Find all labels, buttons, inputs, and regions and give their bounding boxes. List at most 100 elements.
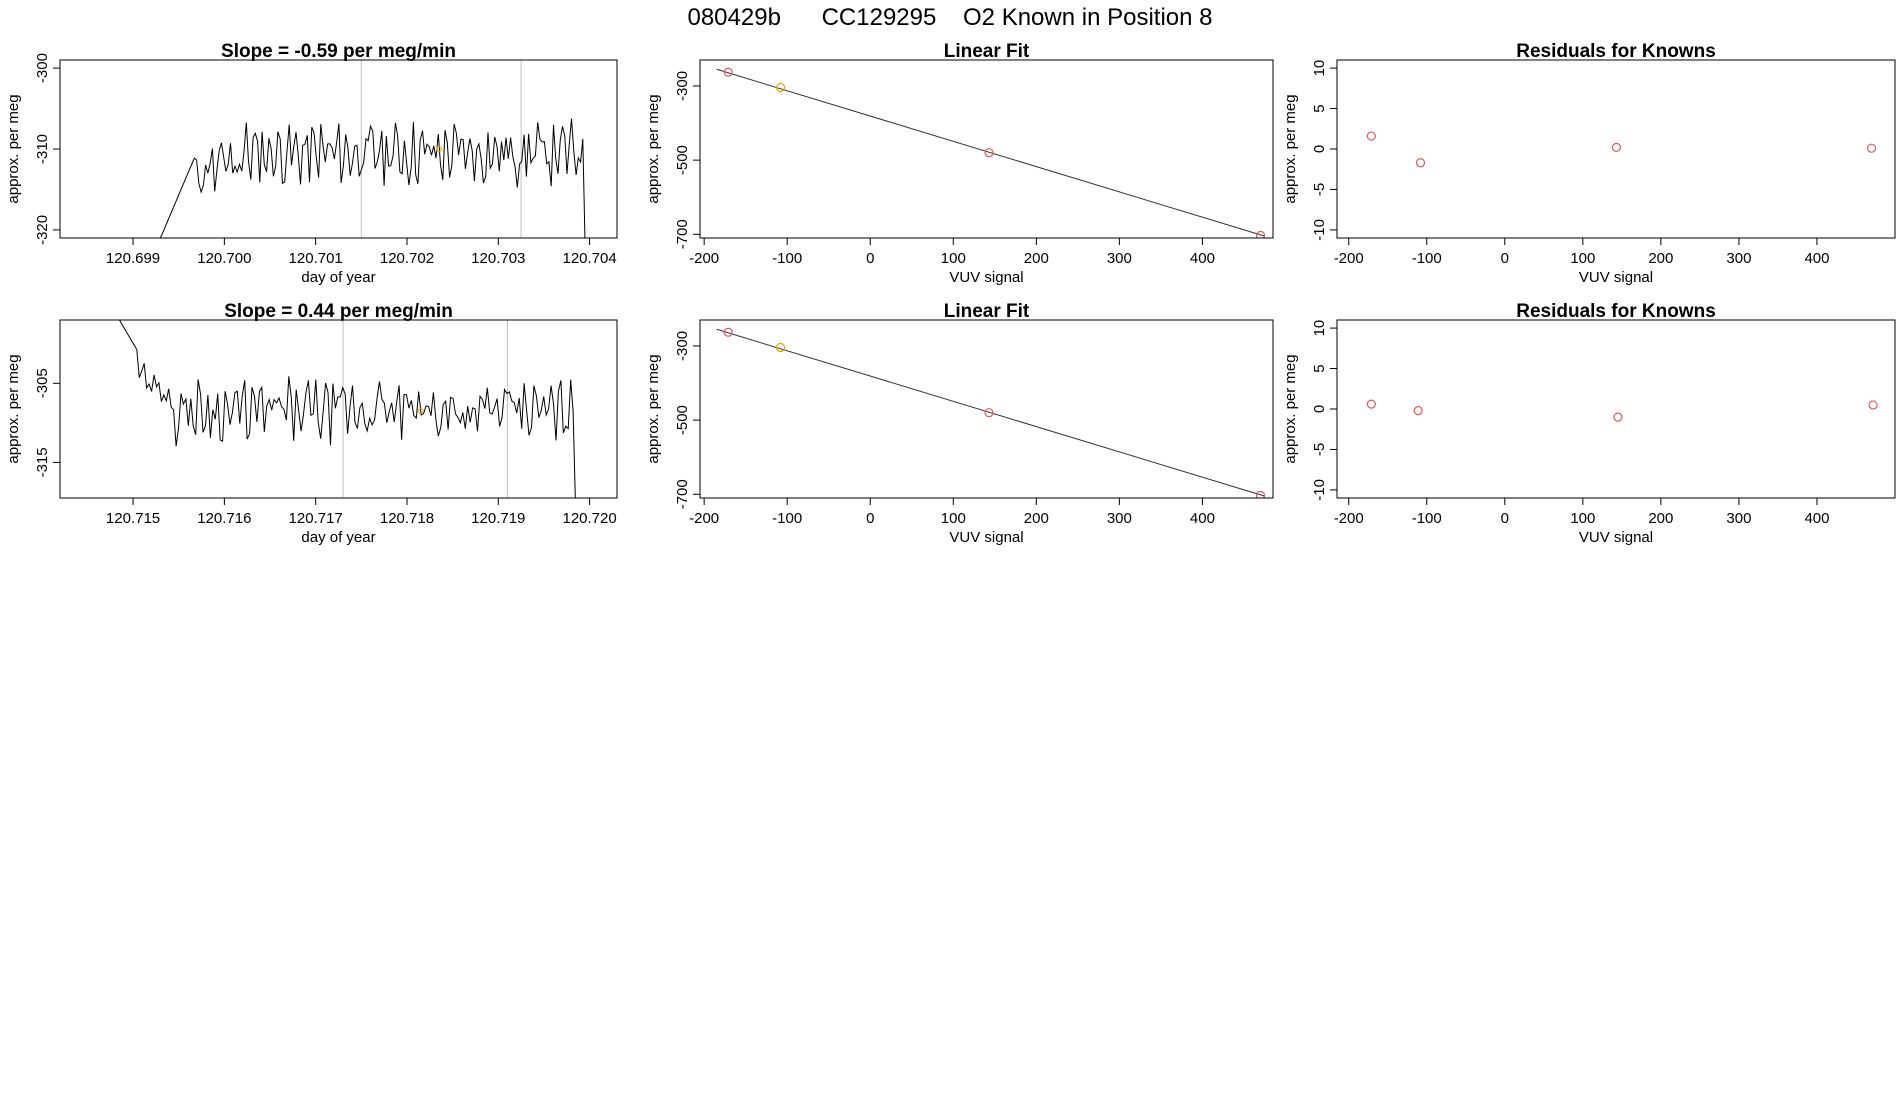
x-tick-label: 200 — [1024, 510, 1049, 527]
x-tick-label: 0 — [866, 510, 874, 527]
panel-time-2: Slope = 0.44 per meg/min 120.715 120.716 12… — [5, 301, 618, 546]
plot-area — [716, 327, 1266, 498]
x-tick-label: 120.704 — [562, 250, 616, 267]
data-point — [775, 82, 786, 93]
x-tick-label: 400 — [1804, 510, 1829, 527]
y-tick-label: -10 — [1311, 219, 1328, 241]
figure-title: 080429b CC129295 O2 Known in Position 8 — [687, 4, 1212, 31]
y-tick-label: -300 — [34, 53, 51, 83]
reference-point — [435, 146, 442, 152]
x-tick-label: 100 — [1570, 250, 1595, 267]
plot-frame — [699, 59, 1274, 239]
x-tick-label: 120.702 — [380, 250, 434, 267]
panel-resid-2: Residuals for Knowns-200 -100 0 100 200 300 40… — [1282, 301, 1896, 546]
x-tick-label: 0 — [1501, 510, 1509, 527]
y-tick-label: 0 — [1311, 145, 1328, 153]
run-id: 080429b — [687, 4, 780, 31]
x-tick-label: 100 — [941, 510, 966, 527]
x-tick-label: 120.699 — [106, 250, 160, 267]
plot-frame — [59, 319, 618, 499]
y-tick-label: -300 — [674, 71, 691, 101]
y-axis-label: approx. per meg — [1282, 94, 1299, 203]
x-tick-label: 300 — [1726, 510, 1751, 527]
data-point — [775, 342, 786, 353]
x-axis-label: day of year — [301, 529, 375, 546]
y-tick-label: -500 — [674, 405, 691, 435]
panel-title: Residuals for Knowns — [1516, 301, 1716, 322]
data-point — [1255, 230, 1266, 238]
y-tick-label: -315 — [34, 447, 51, 477]
y-tick-label: -320 — [34, 215, 51, 245]
plot-frame — [1336, 319, 1896, 499]
y-axis-label: approx. per meg — [5, 94, 22, 203]
plot-area — [159, 60, 586, 238]
x-tick-label: 0 — [1501, 250, 1509, 267]
plot-frame — [699, 319, 1274, 499]
panel-title: Residuals for Knowns — [1516, 41, 1716, 62]
panel-title: Slope = -0.59 per meg/min — [221, 41, 456, 62]
y-tick-label: 0 — [1311, 405, 1328, 413]
y-tick-label: -700 — [674, 479, 691, 509]
panel-resid-1: Residuals for Knowns-200 -100 0 100 200 300 40… — [1282, 41, 1896, 286]
x-tick-label: 120.700 — [197, 250, 251, 267]
x-tick-label: -100 — [772, 510, 802, 527]
panel-title: Linear Fit — [944, 41, 1030, 62]
x-tick-label: 0 — [866, 250, 874, 267]
y-tick-label: -300 — [674, 331, 691, 361]
x-tick-label: 400 — [1190, 510, 1215, 527]
x-tick-label: 120.701 — [289, 250, 343, 267]
x-axis-label: VUV signal — [1579, 269, 1653, 286]
x-tick-label: 120.719 — [471, 510, 525, 527]
x-tick-label: 120.716 — [197, 510, 251, 527]
x-tick-label: 120.703 — [471, 250, 525, 267]
panel-time-1: Slope = -0.59 per meg/min 120.699 120.700 1… — [5, 41, 618, 286]
x-tick-label: 120.720 — [562, 510, 616, 527]
plot-area — [118, 320, 576, 498]
y-tick-label: 10 — [1311, 60, 1328, 77]
data-point — [1413, 406, 1423, 416]
x-tick-label: 200 — [1648, 510, 1673, 527]
position-text: O2 Known in Position 8 — [963, 4, 1212, 31]
panel-fit-1: Linear Fit -200 -100 0 100 200 300 400 VUV signa… — [645, 41, 1274, 286]
data-point — [1366, 131, 1376, 141]
plot-area — [716, 67, 1266, 238]
data-point — [1366, 399, 1376, 409]
x-tick-label: -200 — [1334, 510, 1364, 527]
x-tick-label: 120.717 — [289, 510, 343, 527]
y-tick-label: 5 — [1311, 364, 1328, 372]
panel-fit-2: Linear Fit -200 -100 0 100 200 300 400 VUV signa… — [645, 301, 1274, 546]
panel-title: Slope = 0.44 per meg/min — [224, 301, 453, 322]
data-point — [1866, 143, 1877, 153]
plot-frame — [59, 59, 618, 239]
y-tick-label: 5 — [1311, 104, 1328, 112]
signal-line — [159, 118, 586, 238]
x-tick-label: 120.715 — [106, 510, 160, 527]
fit-line — [716, 68, 1265, 237]
fit-line — [716, 328, 1265, 497]
x-tick-label: -100 — [772, 250, 802, 267]
y-tick-label: -310 — [34, 134, 51, 164]
data-point — [723, 327, 733, 337]
x-tick-label: -200 — [689, 250, 719, 267]
y-tick-label: -500 — [674, 145, 691, 175]
y-tick-label: 10 — [1311, 320, 1328, 337]
panel-grid: Slope = -0.59 per meg/min 120.699 120.700 1… — [5, 41, 1896, 546]
x-tick-label: 200 — [1648, 250, 1673, 267]
x-tick-label: -100 — [1412, 250, 1442, 267]
signal-line — [118, 320, 576, 498]
data-point — [984, 408, 994, 418]
y-tick-label: -10 — [1311, 479, 1328, 501]
x-tick-label: 300 — [1107, 510, 1132, 527]
cylinder-id: CC129295 — [822, 4, 937, 31]
y-axis-label: approx. per meg — [645, 94, 662, 203]
x-axis-label: VUV signal — [949, 529, 1023, 546]
reference-point — [417, 407, 424, 414]
x-axis-label: day of year — [301, 269, 375, 286]
panel-title: Linear Fit — [944, 301, 1030, 322]
plot-area — [1366, 131, 1877, 168]
x-tick-label: -200 — [1334, 250, 1364, 267]
y-axis-label: approx. per meg — [1282, 354, 1299, 463]
y-axis-label: approx. per meg — [645, 354, 662, 463]
x-tick-label: 400 — [1804, 250, 1829, 267]
